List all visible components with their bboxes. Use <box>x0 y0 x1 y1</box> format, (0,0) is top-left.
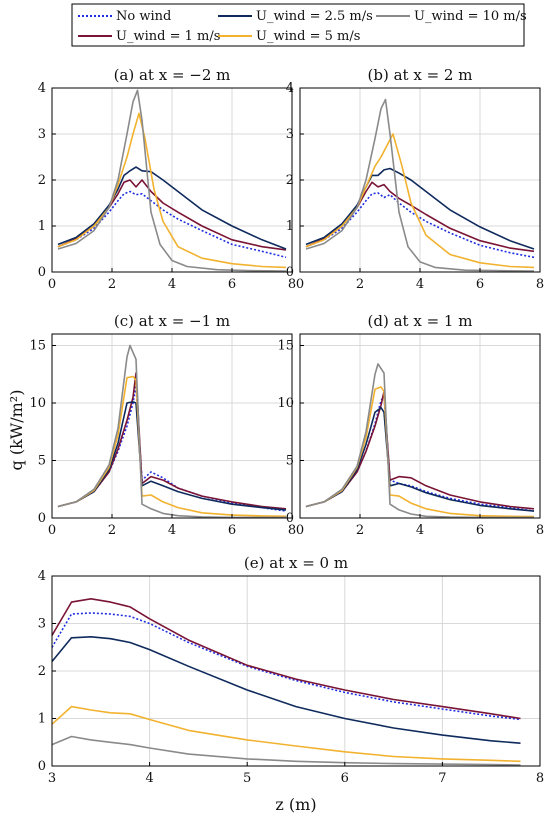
panel-e-x-tick-label: 6 <box>341 771 349 786</box>
panel-d-y-tick-label: 15 <box>277 339 294 354</box>
legend: No wind U_wind = 2.5 m/s U_wind = 10 m/s… <box>71 3 527 47</box>
panel-d-series-u-wind-10-m-s <box>305 363 534 519</box>
panel-d-y-tick-label: 0 <box>286 511 294 526</box>
panel-b-y-tick-label: 3 <box>286 127 294 142</box>
panel-c-x-tick-label: 8 <box>288 523 296 538</box>
panel-a-series-u-wind-10-m-s <box>57 89 287 272</box>
panel-e-series-u-wind-2-5-m-s <box>51 635 521 744</box>
panel-b-y-tick-label: 4 <box>286 81 294 96</box>
panel-c-x-tick-label: 4 <box>168 523 176 538</box>
panel-e-x-tick-label: 5 <box>243 771 251 786</box>
panel-d-x-tick-label: 4 <box>416 523 424 538</box>
x-axis-label: z (m) <box>275 795 316 814</box>
panel-c-y-tick-label: 15 <box>29 339 46 354</box>
legend-label-wind-1: U_wind = 1 m/s <box>116 29 220 44</box>
panel-b-x-tick-label: 4 <box>416 277 424 292</box>
panel-e-series-u-wind-5-m-s <box>51 705 521 763</box>
panel-d-x-tick-label: 6 <box>476 523 484 538</box>
panel-c-title: (c) at x = −1 m <box>114 312 230 330</box>
panel-b-y-tick-label: 0 <box>286 265 294 280</box>
panel-d-y-tick-label: 10 <box>277 396 294 411</box>
panel-a-x-tick-label: 6 <box>228 277 236 292</box>
panel-a-x-tick-label: 2 <box>108 277 116 292</box>
panel-d-y-tick-label: 5 <box>286 454 294 469</box>
panel-d-x-tick-label: 8 <box>536 523 544 538</box>
panel-a-y-tick-label: 4 <box>38 81 46 96</box>
panel-c-x-tick-label: 0 <box>48 523 56 538</box>
panel-e-x-tick-label: 4 <box>145 771 153 786</box>
panel-e-y-tick-label: 0 <box>38 759 46 774</box>
panel-a-x-tick-label: 0 <box>48 277 56 292</box>
panel-d-title: (d) at x = 1 m <box>368 312 473 330</box>
panel-c-y-tick-label: 0 <box>38 511 46 526</box>
panel-b-series-u-wind-2-5-m-s <box>305 167 535 250</box>
panel-e: (e) at x = 0 m 3 4 5 6 7 8 0 1 2 3 4 <box>38 554 544 786</box>
panel-e-x-tick-label: 8 <box>536 771 544 786</box>
panel-d-x-tick-label: 2 <box>356 523 364 538</box>
panel-a-y-tick-label: 0 <box>38 265 46 280</box>
panel-c-series-u-wind-10-m-s <box>57 344 286 519</box>
panel-c-x-tick-label: 6 <box>228 523 236 538</box>
panel-c-y-tick-label: 5 <box>38 454 46 469</box>
panel-e-x-tick-label: 3 <box>48 771 56 786</box>
legend-label-no-wind: No wind <box>116 9 171 24</box>
panel-b-y-tick-label: 1 <box>286 219 294 234</box>
panel-b-x-tick-label: 2 <box>356 277 364 292</box>
panel-b-y-tick-label: 2 <box>286 173 294 188</box>
panel-b-title: (b) at x = 2 m <box>368 66 473 84</box>
legend-label-wind-5: U_wind = 5 m/s <box>256 29 360 44</box>
panel-c-y-tick-label: 10 <box>29 396 46 411</box>
panel-a-series-u-wind-2-5-m-s <box>57 166 287 250</box>
panel-a-series-no-wind <box>57 190 287 259</box>
panel-a-x-tick-label: 4 <box>168 277 176 292</box>
panel-a-title: (a) at x = −2 m <box>114 66 231 84</box>
panel-e-title: (e) at x = 0 m <box>244 554 348 572</box>
panel-e-y-tick-label: 1 <box>38 712 46 727</box>
legend-box <box>71 3 525 47</box>
panel-e-x-tick-label: 7 <box>438 771 446 786</box>
panel-e-y-tick-label: 3 <box>38 617 46 632</box>
panel-e-series-u-wind-10-m-s <box>51 735 521 766</box>
panel-a-x-tick-label: 8 <box>288 277 296 292</box>
panel-c-x-tick-label: 2 <box>108 523 116 538</box>
y-axis-label: q (kW/m²) <box>7 390 26 471</box>
panel-a-y-tick-label: 2 <box>38 173 46 188</box>
panel-a-y-tick-label: 1 <box>38 219 46 234</box>
panel-a-y-tick-label: 3 <box>38 127 46 142</box>
panel-b-x-tick-label: 0 <box>296 277 304 292</box>
panel-b-x-tick-label: 6 <box>476 277 484 292</box>
panel-d-x-tick-label: 0 <box>296 523 304 538</box>
legend-label-wind-10: U_wind = 10 m/s <box>414 9 527 24</box>
panel-e-y-tick-label: 2 <box>38 664 46 679</box>
legend-label-wind-2-5: U_wind = 2.5 m/s <box>256 9 373 24</box>
panel-b-x-tick-label: 8 <box>536 277 544 292</box>
panel-b-series-u-wind-10-m-s <box>305 98 535 272</box>
panel-e-series-u-wind-1-m-s <box>51 597 521 720</box>
panel-e-series-no-wind <box>51 612 521 721</box>
panel-e-y-tick-label: 4 <box>38 569 46 584</box>
